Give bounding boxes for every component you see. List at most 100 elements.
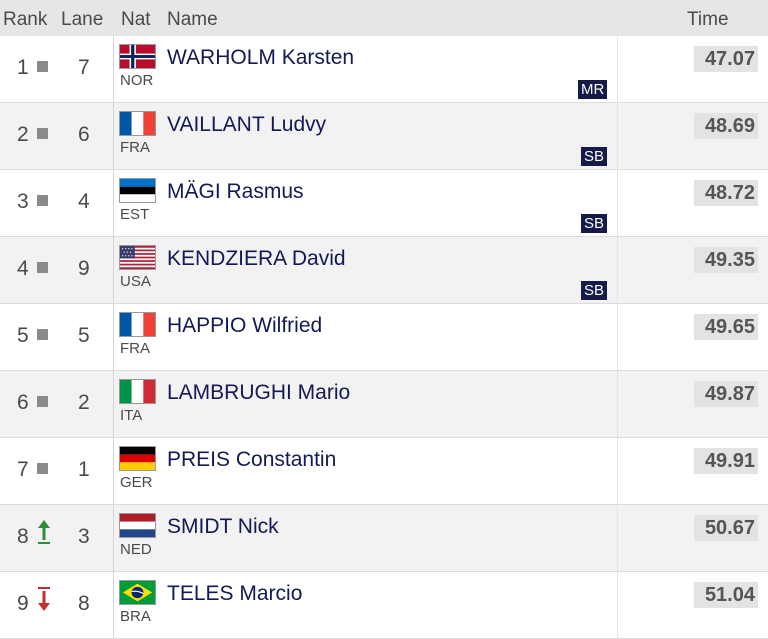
header-rank[interactable]: Rank xyxy=(3,9,48,30)
column-divider xyxy=(617,36,618,102)
column-divider xyxy=(113,438,114,504)
result-time: 49.35 xyxy=(694,247,758,273)
record-badge: SB xyxy=(581,147,608,166)
column-divider xyxy=(113,170,114,236)
nat-code: BRA xyxy=(120,608,151,625)
athlete-name-link[interactable]: WARHOLM Karsten xyxy=(167,46,355,69)
record-badge: SB xyxy=(581,214,608,233)
country-flag-icon xyxy=(119,513,156,538)
rank-value: 9 xyxy=(17,592,29,615)
lane-value: 7 xyxy=(78,56,90,79)
column-divider xyxy=(113,237,114,303)
lane-value: 2 xyxy=(78,391,90,414)
record-badge: MR xyxy=(578,80,608,99)
table-row[interactable]: 9 8 BRA TELES Marcio 51.04 xyxy=(0,572,768,639)
rank-value: 4 xyxy=(17,257,29,280)
column-divider xyxy=(113,572,114,638)
lane-value: 5 xyxy=(78,324,90,347)
record-badge: SB xyxy=(581,281,608,300)
country-flag-icon xyxy=(119,178,156,203)
table-row[interactable]: 4 9 USA KENDZIERA David SB 49.35 xyxy=(0,237,768,304)
lane-value: 3 xyxy=(78,525,90,548)
result-time: 48.69 xyxy=(694,113,758,139)
result-time: 49.91 xyxy=(694,448,758,474)
result-time: 50.67 xyxy=(694,515,758,541)
country-flag-icon xyxy=(119,111,156,136)
table-row[interactable]: 2 6 FRA VAILLANT Ludvy SB 48.69 xyxy=(0,103,768,170)
column-divider xyxy=(617,170,618,236)
athlete-name-link[interactable]: PREIS Constantin xyxy=(167,448,337,471)
athlete-name-link[interactable]: HAPPIO Wilfried xyxy=(167,314,323,337)
lane-value: 8 xyxy=(78,592,90,615)
nat-code: NOR xyxy=(120,72,154,89)
rank-unchanged-icon xyxy=(37,396,48,407)
rank-value: 3 xyxy=(17,190,29,213)
country-flag-icon xyxy=(119,580,156,605)
result-time: 47.07 xyxy=(694,46,758,72)
lane-value: 9 xyxy=(78,257,90,280)
lane-value: 1 xyxy=(78,458,90,481)
column-divider xyxy=(617,371,618,437)
header-name[interactable]: Name xyxy=(167,9,218,30)
lane-value: 6 xyxy=(78,123,90,146)
rank-value: 2 xyxy=(17,123,29,146)
results-table-header: Rank Lane Nat Name Time xyxy=(0,0,768,36)
column-divider xyxy=(113,371,114,437)
nat-code: NED xyxy=(120,541,152,558)
rank-up-arrow-icon xyxy=(37,519,51,545)
result-time: 51.04 xyxy=(694,582,758,608)
nat-code: GER xyxy=(120,474,153,491)
table-row[interactable]: 8 3 NED SMIDT Nick 50.67 xyxy=(0,505,768,572)
table-row[interactable]: 6 2 ITA LAMBRUGHI Mario 49.87 xyxy=(0,371,768,438)
country-flag-icon xyxy=(119,312,156,337)
column-divider xyxy=(113,505,114,571)
athlete-name-link[interactable]: TELES Marcio xyxy=(167,582,303,605)
rank-value: 7 xyxy=(17,458,29,481)
header-nat[interactable]: Nat xyxy=(121,9,151,30)
column-divider xyxy=(617,237,618,303)
rank-unchanged-icon xyxy=(37,195,48,206)
nat-code: FRA xyxy=(120,139,150,156)
nat-code: EST xyxy=(120,206,150,223)
rank-value: 6 xyxy=(17,391,29,414)
table-row[interactable]: 5 5 FRA HAPPIO Wilfried 49.65 xyxy=(0,304,768,371)
result-time: 49.65 xyxy=(694,314,758,340)
country-flag-icon xyxy=(119,379,156,404)
rank-value: 5 xyxy=(17,324,29,347)
table-row[interactable]: 7 1 GER PREIS Constantin 49.91 xyxy=(0,438,768,505)
athlete-name-link[interactable]: VAILLANT Ludvy xyxy=(167,113,327,136)
country-flag-icon xyxy=(119,446,156,471)
rank-value: 1 xyxy=(17,56,29,79)
column-divider xyxy=(617,304,618,370)
header-time[interactable]: Time xyxy=(687,9,729,30)
column-divider xyxy=(617,572,618,638)
lane-value: 4 xyxy=(78,190,90,213)
rank-unchanged-icon xyxy=(37,262,48,273)
athlete-name-link[interactable]: LAMBRUGHI Mario xyxy=(167,381,351,404)
athlete-name-link[interactable]: KENDZIERA David xyxy=(167,247,346,270)
column-divider xyxy=(617,103,618,169)
nat-code: USA xyxy=(120,273,151,290)
athlete-name-link[interactable]: SMIDT Nick xyxy=(167,515,279,538)
rank-down-arrow-icon xyxy=(37,586,51,612)
result-time: 49.87 xyxy=(694,381,758,407)
header-lane[interactable]: Lane xyxy=(61,9,104,30)
rank-unchanged-icon xyxy=(37,463,48,474)
country-flag-icon xyxy=(119,44,156,69)
column-divider xyxy=(113,304,114,370)
table-row[interactable]: 1 7 NOR WARHOLM Karsten MR 47.07 xyxy=(0,36,768,103)
rank-unchanged-icon xyxy=(37,329,48,340)
rank-unchanged-icon xyxy=(37,61,48,72)
athlete-name-link[interactable]: MÄGI Rasmus xyxy=(167,180,304,203)
column-divider xyxy=(617,438,618,504)
nat-code: FRA xyxy=(120,340,150,357)
table-row[interactable]: 3 4 EST MÄGI Rasmus SB 48.72 xyxy=(0,170,768,237)
country-flag-icon xyxy=(119,245,156,270)
nat-code: ITA xyxy=(120,407,143,424)
rank-unchanged-icon xyxy=(37,128,48,139)
column-divider xyxy=(617,505,618,571)
result-time: 48.72 xyxy=(694,180,758,206)
column-divider xyxy=(113,36,114,102)
rank-value: 8 xyxy=(17,525,29,548)
column-divider xyxy=(113,103,114,169)
